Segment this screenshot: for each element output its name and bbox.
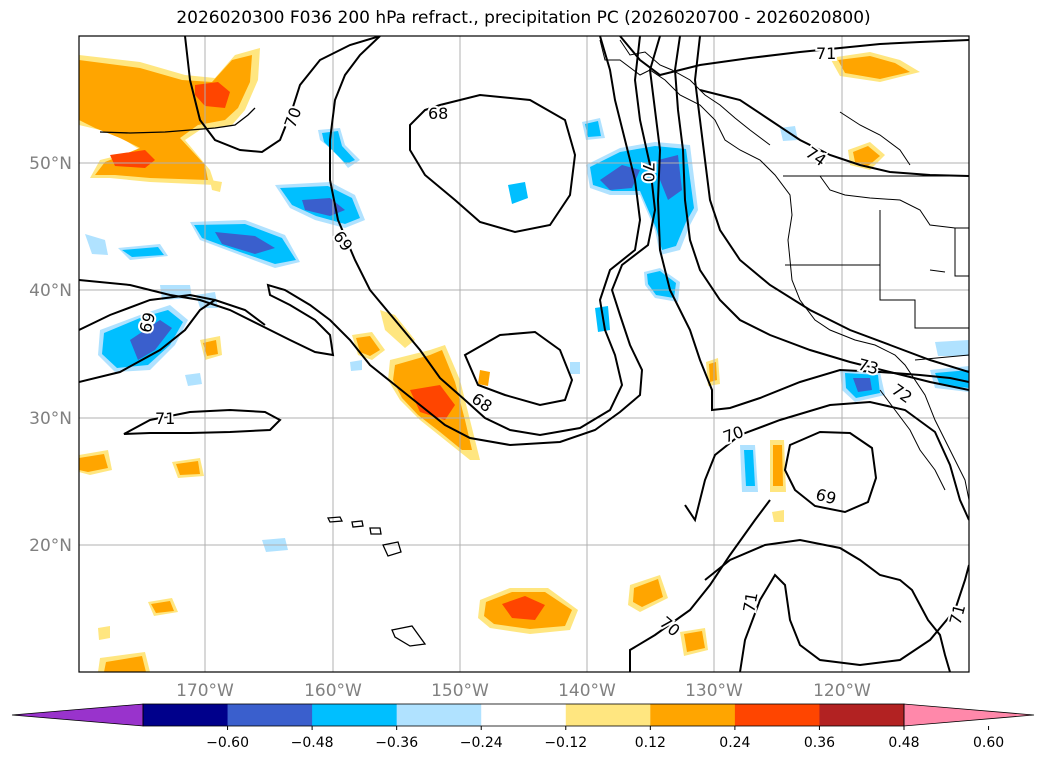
contour-label: 68 bbox=[428, 104, 448, 123]
colorbar-segment bbox=[819, 704, 905, 726]
colorbar-segment bbox=[312, 704, 398, 726]
colorbar-tick-label: −0.24 bbox=[460, 735, 503, 751]
contour-label: 71 bbox=[739, 591, 761, 614]
colorbar-segment bbox=[734, 704, 820, 726]
colorbar-segment bbox=[396, 704, 482, 726]
colorbar-tick-label: 0.12 bbox=[635, 735, 666, 751]
colorbar-tick-label: −0.60 bbox=[206, 735, 249, 751]
lon-label: 160°W bbox=[304, 681, 362, 701]
lat-label: 50°N bbox=[29, 154, 72, 174]
lon-label: 120°W bbox=[813, 681, 871, 701]
colorbar-segment bbox=[650, 704, 736, 726]
lon-label: 140°W bbox=[558, 681, 616, 701]
contour-label: 71 bbox=[816, 44, 836, 63]
colorbar-tick-label: 0.48 bbox=[888, 735, 919, 751]
colorbar-tick-label: 0.60 bbox=[973, 735, 1004, 751]
colorbar-segment bbox=[481, 704, 567, 726]
contour-label: 71 bbox=[155, 409, 175, 428]
lat-label: 40°N bbox=[29, 281, 72, 301]
colorbar-tick-label: 0.24 bbox=[719, 735, 750, 751]
lat-label: 30°N bbox=[29, 409, 72, 429]
map-title: 2026020300 F036 200 hPa refract., precip… bbox=[176, 8, 871, 28]
islands bbox=[99, 107, 427, 647]
lon-label: 170°W bbox=[176, 681, 234, 701]
colorbar-segment bbox=[565, 704, 651, 726]
colorbar: −0.60 −0.48 −0.36 −0.24 −0.12 0.12 0.24 0.36 0.4… bbox=[11, 703, 1035, 751]
refractivity-contours bbox=[79, 36, 969, 672]
colorbar-segment bbox=[143, 704, 229, 726]
precip-positive-areas bbox=[79, 48, 920, 672]
map-frame bbox=[78, 35, 970, 673]
latitude-labels: 50°N 40°N 30°N 20°N bbox=[29, 154, 72, 556]
lat-label: 20°N bbox=[29, 536, 72, 556]
colorbar-tick-label: −0.36 bbox=[375, 735, 418, 751]
colorbar-tick-label: −0.12 bbox=[544, 735, 587, 751]
colorbar-segment bbox=[12, 704, 143, 726]
colorbar-segment bbox=[227, 704, 313, 726]
colorbar-tick-label: 0.36 bbox=[804, 735, 835, 751]
colorbar-segment bbox=[904, 704, 1034, 726]
lon-label: 150°W bbox=[431, 681, 489, 701]
lon-label: 130°W bbox=[685, 681, 743, 701]
colorbar-tick-label: −0.48 bbox=[291, 735, 334, 751]
longitude-labels: 170°W 160°W 150°W 140°W 130°W 120°W bbox=[176, 681, 871, 701]
contour-label: 70 bbox=[639, 162, 658, 182]
